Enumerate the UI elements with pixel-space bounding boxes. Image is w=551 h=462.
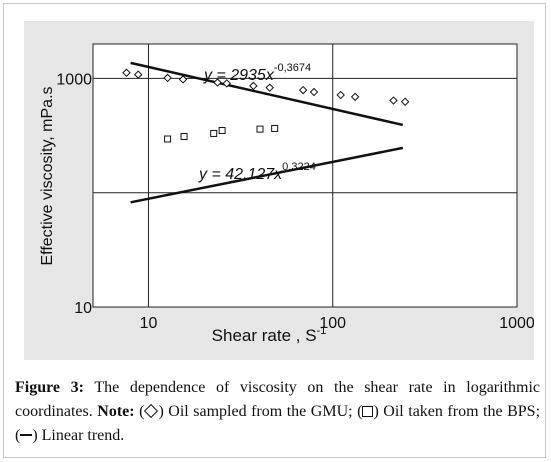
diamond-marker — [163, 73, 172, 83]
square-marker — [256, 125, 264, 133]
diamond-marker — [309, 87, 319, 97]
square-legend-icon — [362, 406, 374, 417]
x-axis-label: Shear rate , S-1 — [212, 325, 327, 345]
diamond-marker — [265, 83, 274, 92]
square-marker — [180, 133, 188, 141]
diamond-marker — [133, 70, 143, 79]
caption-text-open: ( — [134, 403, 145, 420]
square-marker — [164, 135, 172, 143]
y-tick-label: 1000 — [56, 71, 92, 88]
trendline-1 — [130, 61, 404, 127]
figure-caption: Figure 3: The dependence of viscosity on… — [15, 376, 540, 448]
plot-area — [93, 44, 517, 307]
note-label: Note: — [97, 403, 135, 420]
diamond-marker — [178, 75, 188, 84]
plot-border — [92, 43, 518, 308]
diamond-marker — [222, 79, 232, 88]
diamond-marker — [213, 78, 222, 87]
diamond-marker — [249, 81, 258, 91]
caption-bps-text: ) Oil taken from the BPS; ( — [15, 403, 541, 444]
line-legend-icon — [20, 434, 33, 436]
diamond-legend-icon — [144, 403, 159, 419]
square-marker — [218, 127, 226, 135]
figure-label: Figure 3: — [15, 379, 84, 396]
x-tick-label: 10 — [140, 315, 158, 332]
caption-gmu-text: ) Oil sampled from the GMU; ( — [158, 403, 363, 420]
y-tick-label: 10 — [74, 300, 92, 317]
diamond-marker — [400, 97, 410, 106]
diamond-marker — [122, 68, 131, 78]
diamond-marker — [350, 92, 360, 102]
square-marker — [210, 129, 218, 137]
square-marker — [271, 124, 279, 132]
y-axis-label: Effective viscosity, mPa.s — [39, 86, 56, 265]
chart-panel: 10 100 1000 10 1000 Shear rate , S-1 Effective… — [24, 21, 534, 360]
diamond-marker — [389, 96, 398, 105]
x-tick-label: 1000 — [499, 315, 534, 332]
trendline-2 — [130, 146, 404, 204]
figure-frame: 10 100 1000 10 1000 Shear rate , S-1 Effective… — [3, 3, 546, 458]
diamond-marker — [336, 90, 345, 100]
caption-trend-text: ) Linear trend. — [32, 427, 125, 444]
caption-text: The dependence of viscosity on the shear… — [15, 379, 541, 420]
diamond-marker — [298, 85, 308, 95]
viscosity-chart: 10 100 1000 10 1000 Shear rate , S-1 Effective… — [39, 43, 534, 345]
x-tick-label: 100 — [319, 315, 346, 332]
